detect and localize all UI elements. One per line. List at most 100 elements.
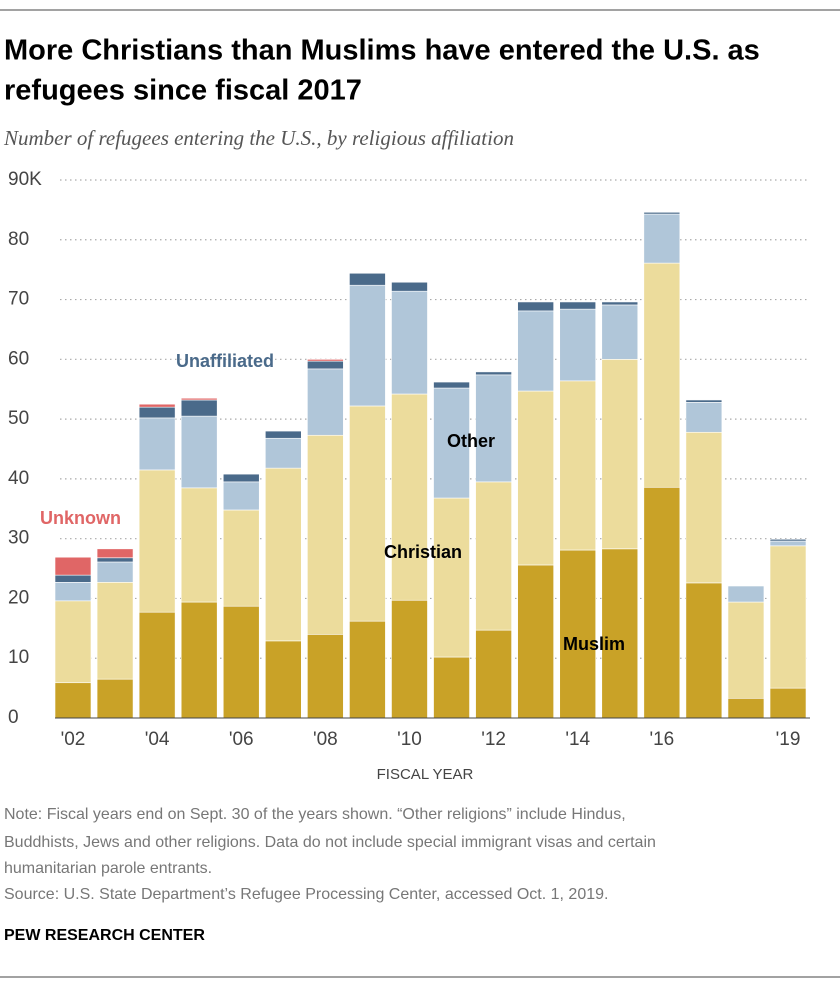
bar-segment [643,486,681,719]
bar-segment [264,640,302,719]
bar-segment [685,582,723,719]
bar-segment [643,211,681,215]
bar-segment [433,387,470,499]
bar-segment [180,415,218,489]
x-axis-label: FISCAL YEAR [377,766,474,783]
bar-segment [685,399,723,403]
bar-segment [769,545,807,689]
bar-segment [601,548,639,719]
subtitle: Number of refugees entering the U.S., by… [3,126,514,150]
bar-segment [601,304,639,360]
bar-segment [264,467,302,642]
bar-segment [96,561,134,583]
bar-segment [433,656,470,719]
x-tick-label: '19 [776,729,801,750]
bar-segment [96,548,134,559]
bar-segment [769,540,807,547]
note: Note: Fiscal years end on Sept. 30 of th… [4,806,626,823]
bar-segment [517,310,554,392]
bar-segment [769,538,807,542]
bar-segment [307,434,344,635]
bar-segment [391,393,428,601]
bar-segment [264,437,302,469]
y-tick-label: 70 [8,289,29,310]
bar-segment [517,301,554,312]
y-tick-label: 40 [8,468,29,489]
bar-segment [517,564,554,719]
x-tick-label: '06 [229,729,254,750]
x-tick-label: '10 [397,729,422,750]
bar-segment [96,678,134,719]
y-tick-label: 0 [8,707,19,728]
bar-segment [54,682,92,719]
bar-segment [54,600,92,684]
bar-segment [517,390,554,566]
bar-segment [769,687,807,719]
bar-segment [391,290,428,395]
series-label: Unaffiliated [176,351,274,371]
bar-segment [349,620,386,719]
x-tick-label: '16 [649,729,674,750]
y-tick-label: 10 [8,647,29,668]
bar-segment [54,582,92,602]
bar-segment [222,481,260,511]
y-tick-label: 90K [8,169,42,190]
y-tick-label: 50 [8,408,29,429]
bar-segment [727,601,765,699]
bar-segment [559,301,597,310]
bar-segment [349,405,386,622]
source: Source: U.S. State Department’s Refugee … [4,886,608,903]
bar-segment [222,473,260,483]
bar-segment [180,601,218,719]
series-label: Muslim [563,634,625,654]
y-tick-label: 60 [8,348,29,369]
note: humanitarian parole entrants. [4,860,212,877]
bar-segment [264,430,302,439]
note: Buddhists, Jews and other religions. Dat… [4,834,656,851]
bar-segment [643,213,681,264]
bar-segment [559,549,597,719]
brand: PEW RESEARCH CENTER [4,927,205,944]
bar-segment [349,284,386,407]
bar-segment [475,371,512,376]
bar-segment [475,629,512,719]
y-tick-label: 80 [8,229,29,250]
bar-segment [433,497,470,658]
bar-segment [138,611,176,719]
x-tick-label: '08 [313,729,338,750]
bar-segment [727,584,765,587]
y-tick-label: 20 [8,587,29,608]
bar-segment [601,301,639,306]
bar-segment [180,399,218,417]
bar-segment [222,605,260,719]
bar-segment [96,557,134,563]
series-label: Other [447,431,495,451]
bar-segment [138,417,176,471]
series-label: Christian [384,542,462,562]
bar-segment [727,697,765,719]
bar-segment [685,431,723,584]
bar-segment [685,402,723,433]
bar-segment [391,281,428,292]
bar-segment [180,487,218,603]
bar-segment [475,481,512,631]
bar-segment [727,585,765,603]
bar-segment [433,381,470,389]
bar-segment [559,380,597,551]
chart-title: refugees since fiscal 2017 [4,75,362,107]
x-tick-label: '14 [565,729,590,750]
chart-title: More Christians than Muslims have entere… [4,35,760,67]
bar-segment [475,374,512,483]
bar-segment [222,509,260,607]
bar-segment [54,574,92,583]
bar-segment [349,272,386,286]
bar-segment [138,403,176,408]
bar-segment [307,359,344,362]
bar-segment [138,406,176,419]
bar-segment [391,599,428,719]
bar-segment [96,582,134,680]
bar-segment [559,308,597,382]
x-tick-label: '02 [61,729,86,750]
bar-segment [54,556,92,576]
y-tick-label: 30 [8,528,29,549]
